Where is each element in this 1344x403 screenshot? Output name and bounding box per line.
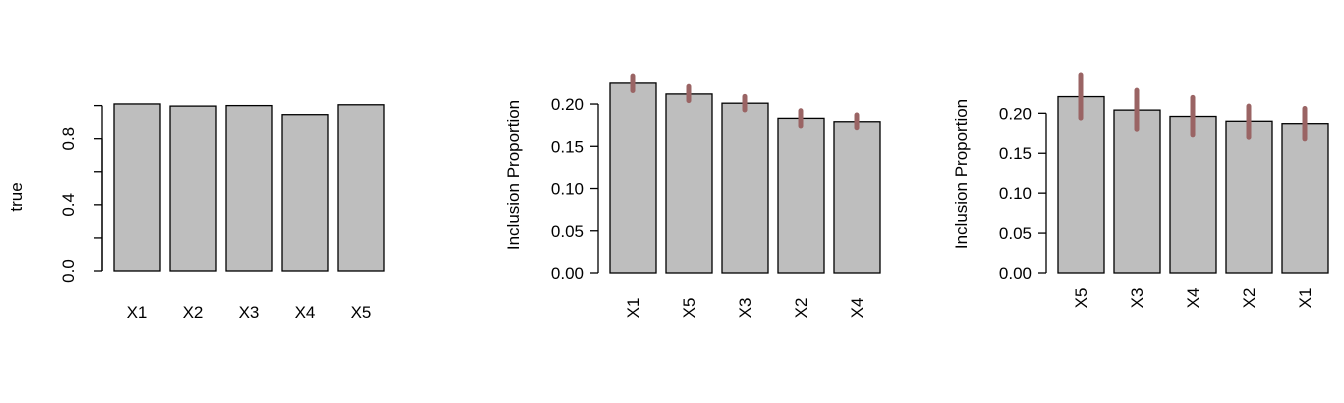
y-tick-label: 0.10 <box>551 180 584 199</box>
category-label-X1: X1 <box>624 298 643 319</box>
y-tick-label: 0.8 <box>59 127 78 151</box>
category-label-X2: X2 <box>183 303 204 322</box>
y-tick-label: 0.10 <box>999 184 1032 203</box>
y-tick-label: 0.20 <box>551 95 584 114</box>
y-tick-label: 0.15 <box>551 137 584 156</box>
category-label-X4: X4 <box>848 298 867 319</box>
y-axis-title: true <box>7 182 26 211</box>
y-tick-label: 0.00 <box>999 264 1032 283</box>
y-axis-title: Inclusion Proportion <box>952 99 971 249</box>
y-axis-title: Inclusion Proportion <box>504 100 523 250</box>
y-tick-label: 0.05 <box>551 222 584 241</box>
category-label-X4: X4 <box>1184 288 1203 309</box>
bar-X1 <box>609 82 657 274</box>
category-label-X3: X3 <box>1128 288 1147 309</box>
y-tick-label: 0.05 <box>999 224 1032 243</box>
bar-X3 <box>225 104 273 272</box>
category-label-X4: X4 <box>295 303 316 322</box>
bar-X4 <box>833 121 881 274</box>
y-tick-label: 0.0 <box>59 259 78 283</box>
bar-X1 <box>113 103 161 272</box>
bar-X3 <box>1113 109 1161 274</box>
panel-true: 0.0 0.4 0.8 true X1 X2 X3 X4 X5 <box>7 103 385 322</box>
category-label-X1: X1 <box>127 303 148 322</box>
bar-X5 <box>1057 95 1105 274</box>
bar-X5 <box>337 104 385 272</box>
panel-inclusion-left: 0.00 0.05 0.10 0.15 0.20 Inclusion Proportion… <box>504 73 881 319</box>
bar-X4 <box>1169 115 1217 274</box>
y-tick-label: 0.4 <box>59 193 78 217</box>
bar-X4 <box>281 114 329 272</box>
category-label-X5: X5 <box>351 303 372 322</box>
category-label-X5: X5 <box>1072 288 1091 309</box>
category-label-X3: X3 <box>239 303 260 322</box>
bar-X3 <box>721 102 769 274</box>
y-tick-label: 0.15 <box>999 144 1032 163</box>
y-tick-label: 0.00 <box>551 264 584 283</box>
category-label-X1: X1 <box>1296 288 1315 309</box>
category-label-X2: X2 <box>1240 288 1259 309</box>
bar-X2 <box>1225 120 1273 274</box>
bar-X5 <box>665 93 713 274</box>
panel-inclusion-right: 0.00 0.05 0.10 0.15 0.20 Inclusion Proportion… <box>952 72 1329 309</box>
bar-X2 <box>777 117 825 274</box>
category-label-X5: X5 <box>680 298 699 319</box>
category-label-X3: X3 <box>736 298 755 319</box>
bar-X1 <box>1281 123 1329 274</box>
category-label-X2: X2 <box>792 298 811 319</box>
y-tick-label: 0.20 <box>999 104 1032 123</box>
bar-X2 <box>169 105 217 272</box>
